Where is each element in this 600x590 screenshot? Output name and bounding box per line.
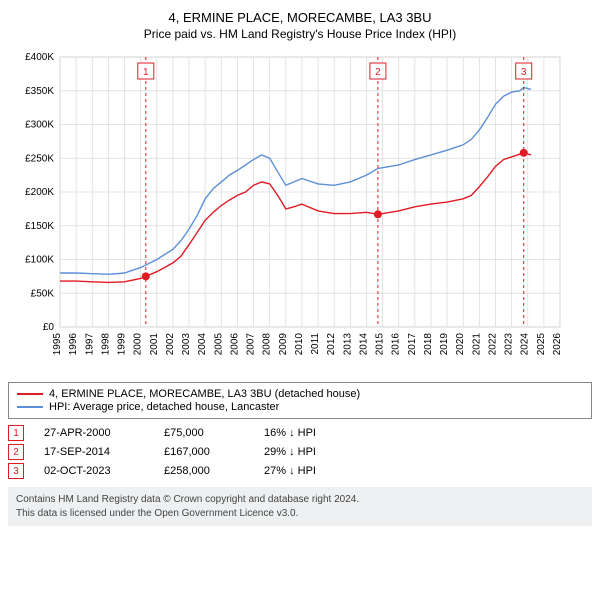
marker-delta: 16% ↓ HPI bbox=[264, 427, 354, 439]
marker-delta: 29% ↓ HPI bbox=[264, 446, 354, 458]
chart-subtitle: Price paid vs. HM Land Registry's House … bbox=[8, 27, 592, 41]
svg-text:1997: 1997 bbox=[84, 333, 95, 356]
marker-table: 1 27-APR-2000 £75,000 16% ↓ HPI 2 17-SEP-2014… bbox=[8, 425, 592, 479]
svg-text:2021: 2021 bbox=[471, 333, 482, 356]
svg-text:£400K: £400K bbox=[25, 52, 54, 63]
svg-text:2010: 2010 bbox=[294, 333, 305, 356]
svg-text:1998: 1998 bbox=[100, 333, 111, 356]
legend-swatch bbox=[17, 406, 43, 408]
marker-delta: 27% ↓ HPI bbox=[264, 465, 354, 477]
svg-text:2013: 2013 bbox=[342, 333, 353, 356]
svg-text:2017: 2017 bbox=[407, 333, 418, 356]
chart-area: £0 £50K £100K £150K £200K £250K £300K £350K £400… bbox=[8, 49, 592, 374]
svg-text:£50K: £50K bbox=[31, 288, 55, 299]
svg-text:2022: 2022 bbox=[487, 333, 498, 356]
marker-date: 27-APR-2000 bbox=[44, 427, 144, 439]
marker-price: £75,000 bbox=[164, 427, 244, 439]
legend-row: HPI: Average price, detached house, Lanc… bbox=[17, 401, 583, 413]
footer-attribution: Contains HM Land Registry data © Crown c… bbox=[8, 487, 592, 526]
svg-text:2: 2 bbox=[375, 67, 381, 78]
footer-line2: This data is licensed under the Open Gov… bbox=[16, 507, 584, 521]
svg-text:£0: £0 bbox=[43, 322, 55, 333]
svg-text:1: 1 bbox=[143, 67, 149, 78]
svg-text:2006: 2006 bbox=[229, 333, 240, 356]
chart-title: 4, ERMINE PLACE, MORECAMBE, LA3 3BU bbox=[8, 10, 592, 25]
svg-text:2019: 2019 bbox=[439, 333, 450, 356]
svg-text:2016: 2016 bbox=[391, 333, 402, 356]
svg-text:£100K: £100K bbox=[25, 255, 54, 266]
svg-text:2005: 2005 bbox=[213, 333, 224, 356]
svg-text:£250K: £250K bbox=[25, 153, 54, 164]
svg-text:£150K: £150K bbox=[25, 221, 54, 232]
svg-text:2007: 2007 bbox=[246, 333, 257, 356]
marker-date: 02-OCT-2023 bbox=[44, 465, 144, 477]
svg-text:£350K: £350K bbox=[25, 86, 54, 97]
svg-text:1995: 1995 bbox=[52, 333, 63, 356]
svg-text:£200K: £200K bbox=[25, 187, 54, 198]
svg-text:£300K: £300K bbox=[25, 120, 54, 131]
marker-price: £167,000 bbox=[164, 446, 244, 458]
svg-text:2000: 2000 bbox=[133, 333, 144, 356]
marker-price: £258,000 bbox=[164, 465, 244, 477]
svg-text:1999: 1999 bbox=[117, 333, 128, 356]
marker-number: 1 bbox=[8, 425, 24, 441]
svg-text:2012: 2012 bbox=[326, 333, 337, 356]
svg-text:2018: 2018 bbox=[423, 333, 434, 356]
legend-label: 4, ERMINE PLACE, MORECAMBE, LA3 3BU (det… bbox=[49, 388, 360, 400]
svg-text:2001: 2001 bbox=[149, 333, 160, 356]
legend: 4, ERMINE PLACE, MORECAMBE, LA3 3BU (det… bbox=[8, 382, 592, 419]
svg-text:2024: 2024 bbox=[520, 333, 531, 356]
marker-row: 2 17-SEP-2014 £167,000 29% ↓ HPI bbox=[8, 444, 592, 460]
legend-label: HPI: Average price, detached house, Lanc… bbox=[49, 401, 279, 413]
svg-text:2020: 2020 bbox=[455, 333, 466, 356]
marker-date: 17-SEP-2014 bbox=[44, 446, 144, 458]
svg-text:3: 3 bbox=[521, 67, 527, 78]
svg-text:2003: 2003 bbox=[181, 333, 192, 356]
svg-text:2026: 2026 bbox=[552, 333, 563, 356]
svg-text:2008: 2008 bbox=[262, 333, 273, 356]
svg-text:2014: 2014 bbox=[358, 333, 369, 356]
footer-line1: Contains HM Land Registry data © Crown c… bbox=[16, 493, 584, 507]
legend-swatch bbox=[17, 393, 43, 395]
line-chart: £0 £50K £100K £150K £200K £250K £300K £350K £400… bbox=[8, 49, 568, 369]
marker-number: 3 bbox=[8, 463, 24, 479]
svg-text:2011: 2011 bbox=[310, 333, 321, 355]
svg-text:2015: 2015 bbox=[375, 333, 386, 356]
svg-text:1996: 1996 bbox=[68, 333, 79, 356]
legend-row: 4, ERMINE PLACE, MORECAMBE, LA3 3BU (det… bbox=[17, 388, 583, 400]
marker-number: 2 bbox=[8, 444, 24, 460]
svg-text:2025: 2025 bbox=[536, 333, 547, 356]
svg-text:2002: 2002 bbox=[165, 333, 176, 356]
svg-text:2023: 2023 bbox=[504, 333, 515, 356]
svg-text:2009: 2009 bbox=[278, 333, 289, 356]
marker-row: 3 02-OCT-2023 £258,000 27% ↓ HPI bbox=[8, 463, 592, 479]
svg-text:2004: 2004 bbox=[197, 333, 208, 356]
marker-row: 1 27-APR-2000 £75,000 16% ↓ HPI bbox=[8, 425, 592, 441]
